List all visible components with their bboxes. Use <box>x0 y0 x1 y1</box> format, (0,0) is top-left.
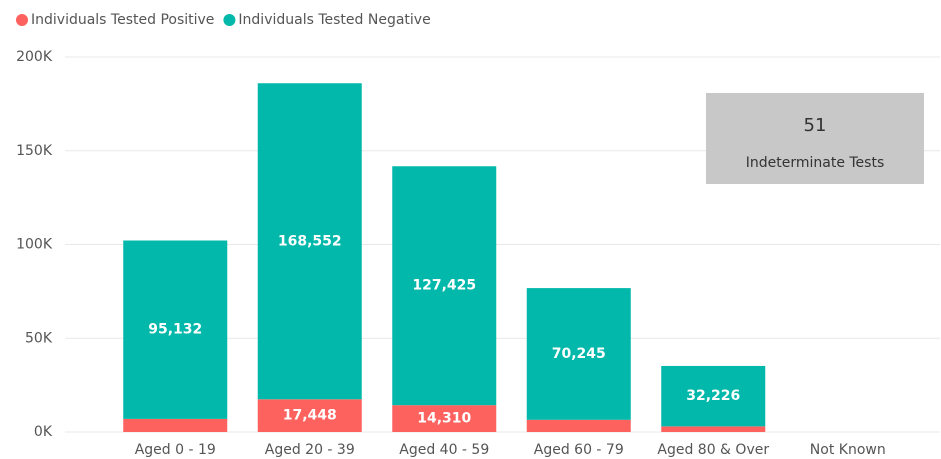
bar-segment <box>123 240 228 419</box>
y-tick-label: 50K <box>25 330 53 346</box>
legend-label: Individuals Tested Positive <box>31 12 214 28</box>
data-label: 95,132 <box>148 322 202 338</box>
legend-swatch <box>223 14 236 26</box>
bar-segment <box>526 419 631 432</box>
bar-segment <box>257 83 362 400</box>
y-tick-label: 150K <box>16 143 53 159</box>
data-label: 70,245 <box>552 346 606 362</box>
y-tick-label: 0K <box>34 424 53 440</box>
data-label: 168,552 <box>278 233 342 249</box>
data-label: 14,310 <box>417 411 471 427</box>
y-tick-label: 200K <box>16 49 53 65</box>
bar-segment <box>526 288 631 420</box>
x-tick-label: Aged 80 & Over <box>657 442 769 458</box>
data-label: 32,226 <box>686 388 740 404</box>
card-value: 51 <box>804 115 827 136</box>
y-tick-label: 100K <box>16 237 53 253</box>
data-label: 127,425 <box>412 278 476 294</box>
x-tick-label: Not Known <box>810 442 886 458</box>
x-tick-label: Aged 0 - 19 <box>135 442 216 458</box>
bar-segment <box>257 399 362 432</box>
card <box>706 93 924 184</box>
x-tick-label: Aged 40 - 59 <box>399 442 489 458</box>
bar-segment <box>661 365 766 427</box>
bar-segment <box>123 418 228 432</box>
x-tick-label: Aged 60 - 79 <box>534 442 624 458</box>
data-label: 17,448 <box>283 408 337 424</box>
card-label: Indeterminate Tests <box>746 155 885 171</box>
bar-segment <box>392 166 497 406</box>
x-tick-label: Aged 20 - 39 <box>265 442 355 458</box>
bar-segment <box>661 426 766 432</box>
legend-label: Individuals Tested Negative <box>238 12 430 28</box>
bar-segment <box>392 405 497 432</box>
legend-swatch <box>16 14 28 26</box>
